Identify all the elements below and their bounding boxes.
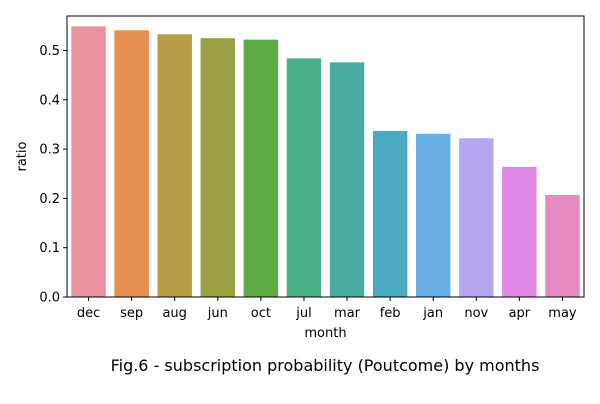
bar-may: [545, 194, 580, 297]
x-tick-label-nov: nov: [464, 306, 488, 321]
y-tick-label: 0.5: [39, 44, 60, 59]
x-tick-label-jul: jul: [295, 306, 311, 321]
figure-caption: Fig.6 - subscription probability (Poutco…: [110, 356, 540, 375]
bars-group: [71, 26, 580, 298]
x-axis: dec sep aug jun oct jul mar feb jan nov apr may: [77, 297, 577, 321]
bar-jan: [415, 133, 451, 297]
x-tick-label-feb: feb: [380, 306, 401, 321]
bar-feb: [372, 130, 408, 297]
x-tick-label-jan: jan: [422, 306, 443, 321]
bar-nov: [459, 138, 494, 297]
x-tick-label-apr: apr: [509, 306, 531, 321]
bar-mar: [329, 62, 365, 298]
bar-jul: [286, 58, 322, 298]
x-tick-label-mar: mar: [334, 306, 361, 321]
y-tick-label: 0.0: [39, 291, 60, 306]
x-tick-label-jun: jun: [207, 306, 228, 321]
y-tick-label: 0.1: [39, 241, 60, 256]
x-tick-label-may: may: [548, 306, 577, 321]
x-tick-label-oct: oct: [251, 306, 271, 321]
bar-apr: [502, 166, 537, 297]
bar-sep: [114, 30, 149, 298]
y-tick-label: 0.4: [39, 93, 60, 108]
x-tick-label-dec: dec: [77, 306, 100, 321]
bar-jun: [200, 38, 236, 298]
bar-oct: [243, 39, 279, 298]
y-tick-label: 0.3: [39, 143, 60, 158]
x-tick-label-sep: sep: [120, 306, 143, 321]
y-axis-label: ratio: [15, 141, 30, 171]
x-tick-label-aug: aug: [162, 306, 186, 321]
plot-frame: [66, 15, 585, 298]
y-axis: 0.0 0.1 0.2 0.3 0.4 0.5: [39, 44, 67, 306]
y-tick-label: 0.2: [39, 192, 60, 207]
x-axis-label: month: [304, 326, 346, 341]
bar-dec: [71, 26, 106, 297]
bar-aug: [157, 34, 192, 297]
